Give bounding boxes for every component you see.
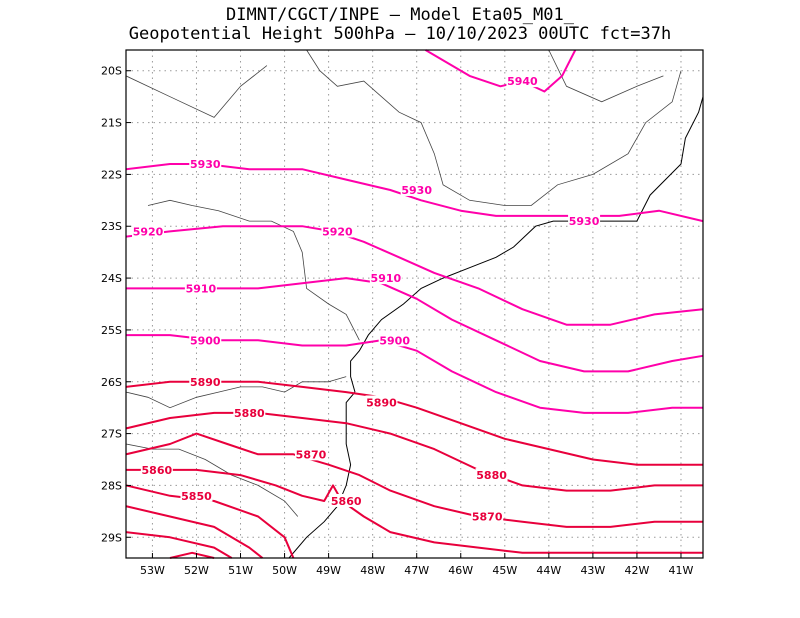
contour-label: 5860: [142, 464, 173, 477]
contour-label: 5870: [472, 511, 503, 524]
contour-label: 5890: [190, 376, 221, 389]
contour-label-bg: [330, 493, 363, 507]
contour-label-bg: [471, 509, 504, 523]
contour-label: 5850: [181, 490, 212, 503]
contour-5870: [125, 432, 703, 528]
contour-label-bg: [400, 182, 433, 196]
contour-label-bg: [184, 281, 217, 295]
contour-5830: [125, 531, 233, 559]
contour-label: 5930: [401, 184, 432, 197]
contour-label-bg: [189, 333, 222, 347]
contour-label-bg: [132, 224, 165, 238]
axis-ticks: 53W 52W 51W 50W 49W 48W 47W 46W 45W 44W 43W 42W 41W 2…: [101, 65, 694, 577]
state-border: [147, 199, 360, 341]
contour-label-bg: [233, 405, 266, 419]
state-borders: [125, 49, 682, 517]
coastline: [288, 391, 356, 559]
contour-label: 5900: [190, 334, 221, 347]
contour-label-bg: [506, 74, 539, 88]
x-tick-label: 46W: [448, 564, 473, 577]
contour-5860: [126, 468, 703, 554]
x-tick-label: 48W: [360, 564, 385, 577]
y-tick-label: 25S: [101, 324, 122, 337]
contour-label-bg: [378, 333, 411, 347]
y-tick-label: 24S: [101, 272, 122, 285]
contour-label: 5940: [507, 75, 538, 88]
x-tick-label: 49W: [316, 564, 341, 577]
map-frame: [125, 49, 704, 559]
map-title-line-1: DIMNT/CGCT/INPE – Model Eta05_M01_: [226, 5, 574, 25]
x-tick-label: 51W: [228, 564, 253, 577]
x-tick-label: 53W: [140, 564, 165, 577]
contour-label: 5880: [476, 469, 507, 482]
contour-label-bg: [369, 271, 402, 285]
contour-label: 5910: [186, 282, 217, 295]
height-contours: [125, 49, 704, 559]
y-tick-label: 23S: [101, 220, 122, 233]
x-tick-label: 41W: [669, 564, 694, 577]
contour-label: 5880: [234, 407, 265, 420]
state-border: [125, 443, 299, 517]
contour-5840: [125, 505, 264, 559]
contour-5890: [125, 380, 703, 466]
y-tick-label: 21S: [101, 117, 122, 130]
x-tick-label: 45W: [492, 564, 517, 577]
contour-label: 5870: [296, 448, 327, 461]
contour-5880: [125, 411, 703, 492]
y-tick-label: 20S: [101, 65, 122, 78]
y-tick-label: 27S: [101, 428, 122, 441]
contour-5900: [126, 334, 703, 414]
state-border: [125, 65, 268, 118]
contour-5850: [125, 484, 295, 559]
x-tick-label: 47W: [404, 564, 429, 577]
contour-5920: [125, 225, 704, 326]
contour-label-bg: [568, 214, 601, 228]
x-tick-label: 44W: [536, 564, 561, 577]
contour-label: 5920: [322, 225, 353, 238]
contour-label: 5860: [331, 495, 362, 508]
contour-label: 5900: [379, 334, 410, 347]
x-tick-label: 43W: [580, 564, 605, 577]
y-tick-label: 29S: [101, 531, 122, 544]
contour-label-bg: [321, 224, 354, 238]
state-border: [125, 376, 347, 409]
contour-labels: 5940 5930 5930 5930 5920 5920 5910 5910 5900 5900…: [132, 74, 601, 524]
contour-label-bg: [189, 374, 222, 388]
x-tick-label: 50W: [272, 564, 297, 577]
state-border: [306, 49, 682, 206]
contour-5910: [126, 277, 704, 373]
grid-lines: [126, 50, 703, 558]
state-border: [548, 49, 664, 103]
contour-label-bg: [189, 157, 222, 171]
y-tick-label: 22S: [101, 168, 122, 181]
contour-label: 5890: [366, 396, 397, 409]
contour-label-bg: [140, 462, 173, 476]
contour-label-bg: [180, 488, 213, 502]
x-tick-label: 52W: [184, 564, 209, 577]
map-title-line-2: Geopotential Height 500hPa – 10/10/2023 …: [128, 24, 672, 44]
y-tick-label: 26S: [101, 376, 122, 389]
contour-label: 5920: [133, 225, 164, 238]
y-tick-label: 28S: [101, 479, 122, 492]
coastlines: [288, 96, 704, 559]
contour-label-bg: [365, 395, 398, 409]
contour-label: 5910: [371, 272, 402, 285]
contour-label-bg: [475, 468, 508, 482]
contour-label: 5930: [569, 215, 600, 228]
x-tick-label: 42W: [624, 564, 649, 577]
contour-label: 5930: [190, 158, 221, 171]
contour-5820: [169, 551, 215, 559]
contour-label-bg: [294, 447, 327, 461]
